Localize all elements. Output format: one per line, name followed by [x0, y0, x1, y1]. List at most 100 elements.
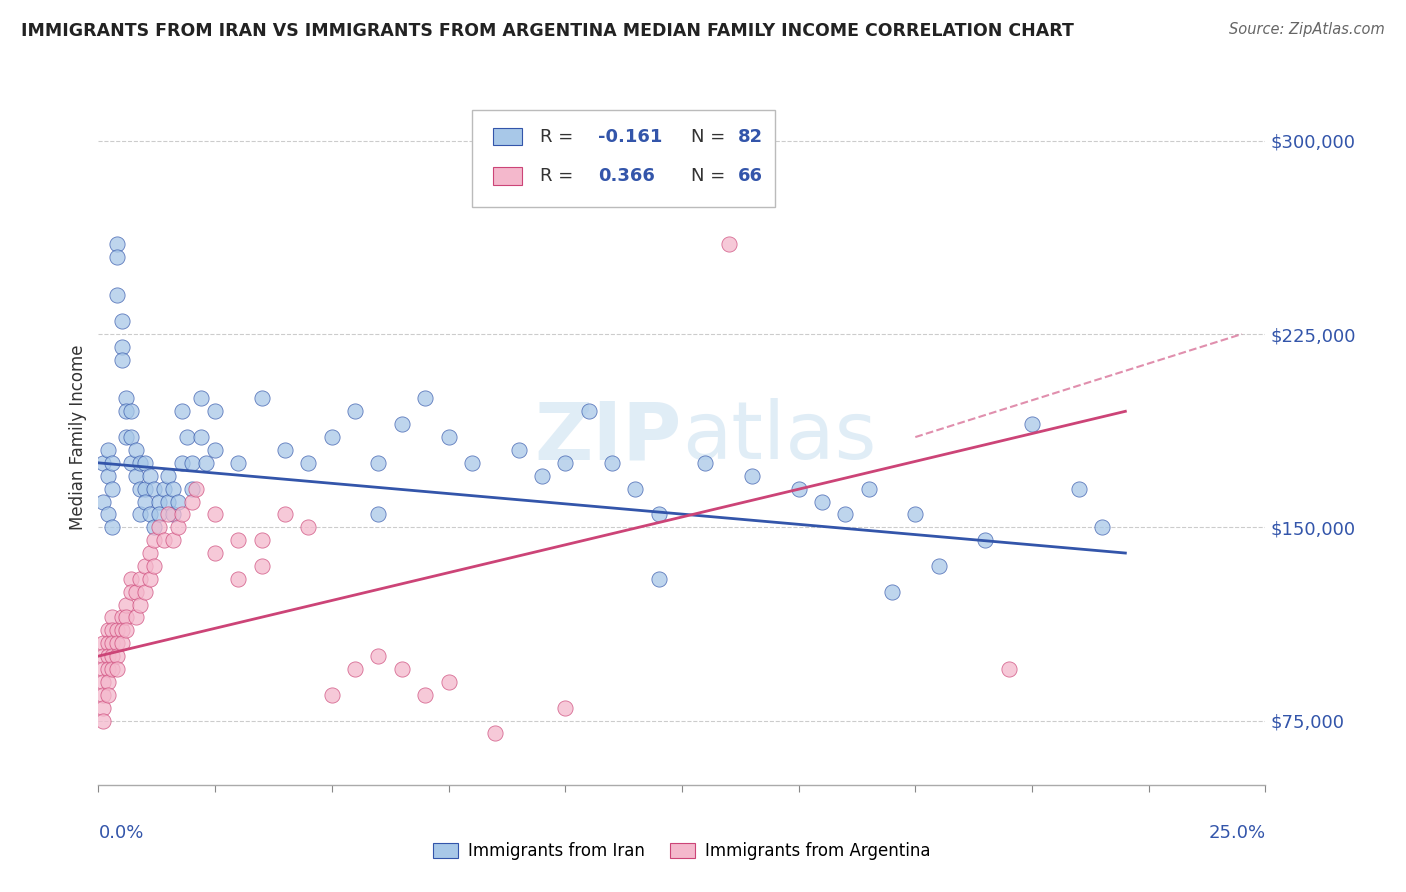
Point [134, 558, 156, 573]
Point [166, 520, 188, 534]
Y-axis label: Median Family Income: Median Family Income [69, 344, 87, 530]
Point [105, 662, 128, 676]
Point [787, 482, 810, 496]
Text: Source: ZipAtlas.com: Source: ZipAtlas.com [1229, 22, 1385, 37]
Point [647, 508, 669, 522]
Text: R =: R = [540, 128, 578, 145]
Text: 0.0%: 0.0% [98, 824, 143, 842]
Point [180, 456, 202, 470]
Point [134, 482, 156, 496]
Point [143, 533, 166, 548]
Point [129, 508, 152, 522]
Point [134, 456, 156, 470]
Point [554, 700, 576, 714]
Point [834, 508, 856, 522]
Point [344, 662, 367, 676]
Point [461, 456, 484, 470]
Point [105, 288, 128, 302]
Point [97, 636, 120, 650]
Point [180, 494, 202, 508]
Point [367, 456, 389, 470]
Point [413, 392, 436, 406]
Point [111, 624, 134, 638]
Point [297, 456, 319, 470]
Point [484, 726, 506, 740]
Point [1067, 482, 1090, 496]
Point [1091, 520, 1114, 534]
Point [97, 688, 120, 702]
Point [115, 624, 138, 638]
Point [91, 700, 114, 714]
Point [228, 533, 250, 548]
Point [129, 456, 152, 470]
FancyBboxPatch shape [472, 110, 775, 208]
Point [162, 533, 184, 548]
Point [125, 610, 148, 624]
Point [125, 442, 148, 457]
Point [741, 468, 763, 483]
Point [858, 482, 880, 496]
Point [91, 494, 114, 508]
Point [111, 352, 134, 367]
Text: 0.366: 0.366 [598, 167, 655, 186]
Point [367, 508, 389, 522]
Point [101, 520, 124, 534]
Point [152, 482, 174, 496]
Point [101, 649, 124, 664]
Point [172, 404, 194, 418]
Point [105, 649, 128, 664]
Point [624, 482, 647, 496]
Point [204, 442, 226, 457]
Point [120, 584, 142, 599]
Point [91, 456, 114, 470]
Point [143, 520, 166, 534]
Text: 66: 66 [738, 167, 763, 186]
Text: R =: R = [540, 167, 578, 186]
FancyBboxPatch shape [494, 168, 522, 185]
Text: atlas: atlas [682, 398, 876, 476]
Point [162, 482, 184, 496]
Point [172, 508, 194, 522]
Point [250, 392, 273, 406]
Point [101, 636, 124, 650]
Point [115, 598, 138, 612]
Point [129, 598, 152, 612]
Point [204, 546, 226, 560]
Point [647, 572, 669, 586]
Point [391, 662, 413, 676]
Point [413, 688, 436, 702]
Point [134, 584, 156, 599]
Legend: Immigrants from Iran, Immigrants from Argentina: Immigrants from Iran, Immigrants from Ar… [426, 836, 938, 867]
Point [115, 610, 138, 624]
Point [105, 636, 128, 650]
Point [600, 456, 623, 470]
Point [437, 674, 460, 689]
Point [180, 482, 202, 496]
Point [97, 442, 120, 457]
Point [367, 649, 389, 664]
Point [91, 688, 114, 702]
Point [125, 584, 148, 599]
Point [111, 610, 134, 624]
Point [190, 430, 212, 444]
Point [204, 404, 226, 418]
Point [143, 558, 166, 573]
Point [101, 662, 124, 676]
Point [880, 584, 903, 599]
Text: N =: N = [692, 128, 731, 145]
Text: -0.161: -0.161 [598, 128, 662, 145]
Point [194, 456, 217, 470]
Point [344, 404, 367, 418]
Text: IMMIGRANTS FROM IRAN VS IMMIGRANTS FROM ARGENTINA MEDIAN FAMILY INCOME CORRELATI: IMMIGRANTS FROM IRAN VS IMMIGRANTS FROM … [21, 22, 1074, 40]
Point [101, 624, 124, 638]
Point [97, 508, 120, 522]
Point [97, 468, 120, 483]
Point [111, 636, 134, 650]
Point [97, 649, 120, 664]
Point [105, 624, 128, 638]
Point [554, 456, 576, 470]
Point [143, 482, 166, 496]
Point [228, 572, 250, 586]
Point [91, 662, 114, 676]
Point [186, 482, 208, 496]
